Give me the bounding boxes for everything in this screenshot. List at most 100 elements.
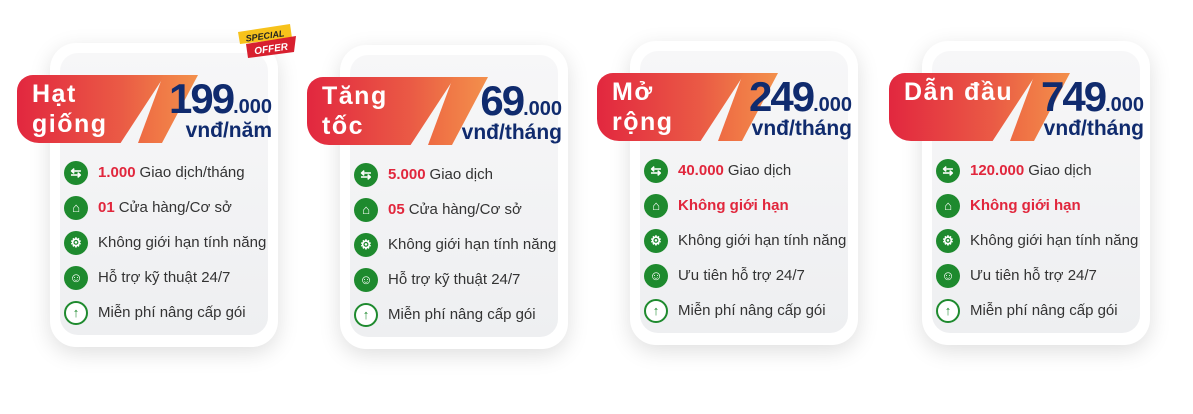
plan-card[interactable]: Hạt giống 199.000 vnđ/năm ⇆ 1.000 Giao dịch/t… — [17, 43, 278, 347]
price-amount: 749.000 — [1041, 76, 1144, 118]
feature-list: ⇆ 1.000 Giao dịch/tháng ⌂ 01 Cửa hàng/Cơ sở ⚙ K… — [64, 155, 266, 330]
plan-name: Dẫn đầu — [904, 78, 1014, 106]
feature-text: Giao dịch — [429, 166, 493, 183]
feature-text: Không giới hạn tính năng — [388, 236, 557, 253]
store-icon: ⌂ — [64, 195, 88, 220]
plan-price: 199.000 vnđ/năm — [169, 78, 272, 143]
feature-item: ⚙ Không giới hạn tính năng — [64, 225, 266, 260]
feature-item: ⇆ 5.000 Giao dịch — [354, 157, 556, 192]
special-offer-badge: SPECIAL OFFER — [238, 24, 296, 58]
feature-item: ☺ Ưu tiên hỗ trợ 24/7 — [936, 258, 1138, 293]
price-unit: vnđ/tháng — [1043, 117, 1144, 140]
plan-name: Mở rộng — [612, 78, 674, 136]
feature-item: ⚙ Không giới hạn tính năng — [354, 227, 556, 262]
feature-text: Không giới hạn tính năng — [98, 234, 267, 251]
feature-highlight: Không giới hạn — [970, 197, 1081, 214]
price-amount: 249.000 — [749, 76, 852, 118]
store-icon: ⌂ — [354, 197, 378, 222]
price-main: 199 — [168, 75, 235, 122]
feature-text: Ưu tiên hỗ trợ 24/7 — [970, 267, 1097, 284]
plan-price: 249.000 vnđ/tháng — [749, 76, 852, 141]
price-unit: vnđ/tháng — [751, 117, 852, 140]
feature-item: ⌂ Không giới hạn — [644, 188, 846, 223]
feature-text: Không giới hạn tính năng — [970, 232, 1139, 249]
arrow-up-circle-icon: ↑ — [644, 298, 668, 323]
feature-item: ⌂ 01 Cửa hàng/Cơ sở — [64, 190, 266, 225]
feature-highlight: 120.000 — [970, 162, 1025, 179]
feature-item: ☺ Ưu tiên hỗ trợ 24/7 — [644, 258, 846, 293]
feature-text: Miễn phí nâng cấp gói — [388, 306, 536, 323]
price-main: 749 — [1040, 73, 1107, 120]
feature-text: Giao dịch/tháng — [139, 164, 245, 181]
feature-list: ⇆ 5.000 Giao dịch ⌂ 05 Cửa hàng/Cơ sở ⚙ Không g… — [354, 157, 556, 332]
gear-icon: ⚙ — [354, 232, 378, 257]
price-unit: vnđ/tháng — [461, 121, 562, 144]
feature-text: Miễn phí nâng cấp gói — [98, 304, 246, 321]
transfer-arrows-icon: ⇆ — [354, 162, 378, 187]
gear-icon: ⚙ — [644, 228, 668, 253]
price-thousands: .000 — [813, 94, 852, 116]
plan-name: Tăng tốc — [322, 82, 388, 140]
support-people-icon: ☺ — [644, 263, 668, 288]
feature-highlight: 05 — [388, 201, 405, 218]
price-amount: 69.000 — [462, 80, 562, 122]
store-icon: ⌂ — [936, 193, 960, 218]
feature-text: Hỗ trợ kỹ thuật 24/7 — [98, 269, 231, 286]
feature-list: ⇆ 40.000 Giao dịch ⌂ Không giới hạn ⚙ Không gi… — [644, 153, 846, 328]
feature-text: Hỗ trợ kỹ thuật 24/7 — [388, 271, 521, 288]
feature-text: Miễn phí nâng cấp gói — [678, 302, 826, 319]
price-thousands: .000 — [523, 98, 562, 120]
feature-text: Miễn phí nâng cấp gói — [970, 302, 1118, 319]
feature-item: ⇆ 120.000 Giao dịch — [936, 153, 1138, 188]
store-icon: ⌂ — [644, 193, 668, 218]
feature-item: ⚙ Không giới hạn tính năng — [936, 223, 1138, 258]
price-unit: vnđ/năm — [185, 119, 272, 142]
price-thousands: .000 — [233, 96, 272, 118]
feature-highlight: 1.000 — [98, 164, 136, 181]
price-main: 69 — [480, 77, 525, 124]
feature-item: ☺ Hỗ trợ kỹ thuật 24/7 — [64, 260, 266, 295]
feature-text: Ưu tiên hỗ trợ 24/7 — [678, 267, 805, 284]
feature-item: ↑ Miễn phí nâng cấp gói — [354, 297, 556, 332]
plan-price: 749.000 vnđ/tháng — [1041, 76, 1144, 141]
feature-item: ↑ Miễn phí nâng cấp gói — [64, 295, 266, 330]
feature-highlight: 40.000 — [678, 162, 724, 179]
support-people-icon: ☺ — [354, 267, 378, 292]
arrow-up-circle-icon: ↑ — [354, 302, 378, 327]
price-main: 249 — [748, 73, 815, 120]
plan-name: Hạt giống — [32, 80, 108, 138]
price-amount: 199.000 — [169, 78, 272, 120]
feature-item: ⌂ 05 Cửa hàng/Cơ sở — [354, 192, 556, 227]
feature-item: ↑ Miễn phí nâng cấp gói — [644, 293, 846, 328]
feature-item: ⌂ Không giới hạn — [936, 188, 1138, 223]
feature-text: Không giới hạn tính năng — [678, 232, 847, 249]
feature-item: ☺ Hỗ trợ kỹ thuật 24/7 — [354, 262, 556, 297]
feature-item: ⚙ Không giới hạn tính năng — [644, 223, 846, 258]
feature-text: Giao dịch — [1028, 162, 1092, 179]
gear-icon: ⚙ — [936, 228, 960, 253]
feature-item: ⇆ 40.000 Giao dịch — [644, 153, 846, 188]
transfer-arrows-icon: ⇆ — [936, 158, 960, 183]
plan-card[interactable]: Dẫn đầu 749.000 vnđ/tháng ⇆ 120.000 Giao dịch… — [889, 41, 1150, 345]
feature-highlight: 5.000 — [388, 166, 426, 183]
feature-text: Giao dịch — [727, 162, 792, 179]
arrow-up-circle-icon: ↑ — [936, 298, 960, 323]
arrow-up-circle-icon: ↑ — [64, 300, 88, 325]
feature-item: ↑ Miễn phí nâng cấp gói — [936, 293, 1138, 328]
feature-highlight: 01 — [98, 199, 115, 216]
support-people-icon: ☺ — [64, 265, 88, 290]
transfer-arrows-icon: ⇆ — [64, 160, 88, 185]
feature-text: Cửa hàng/Cơ sở — [118, 199, 232, 216]
feature-list: ⇆ 120.000 Giao dịch ⌂ Không giới hạn ⚙ Không g… — [936, 153, 1138, 328]
feature-text: Cửa hàng/Cơ sở — [408, 201, 522, 218]
transfer-arrows-icon: ⇆ — [644, 158, 668, 183]
feature-highlight: Không giới hạn — [678, 197, 789, 214]
support-people-icon: ☺ — [936, 263, 960, 288]
plan-card[interactable]: Mở rộng 249.000 vnđ/tháng ⇆ 40.000 Giao dịch ⌂… — [597, 41, 858, 345]
badge-line2: OFFER — [254, 42, 290, 58]
price-thousands: .000 — [1105, 94, 1144, 116]
gear-icon: ⚙ — [64, 230, 88, 255]
feature-item: ⇆ 1.000 Giao dịch/tháng — [64, 155, 266, 190]
plan-card[interactable]: Tăng tốc 69.000 vnđ/tháng ⇆ 5.000 Giao dịch ⌂ 0… — [307, 45, 568, 349]
plan-price: 69.000 vnđ/tháng — [461, 80, 562, 145]
